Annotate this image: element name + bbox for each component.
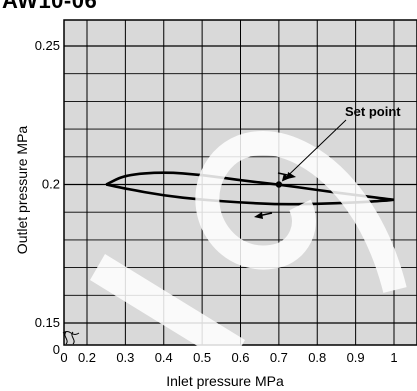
set-point-leader-line xyxy=(282,119,347,181)
y-tick-label: 0.15 xyxy=(35,315,60,330)
x-axis-label: Inlet pressure MPa xyxy=(166,373,284,389)
x-tick-label: 0 xyxy=(60,350,67,365)
direction-arrowhead-upper xyxy=(287,172,296,179)
watermark-curve xyxy=(195,131,407,293)
figure-title: AW10-06 xyxy=(2,0,98,13)
y-tick-label-zero: 0 xyxy=(53,342,60,357)
set-point-label: Set point xyxy=(345,104,401,119)
x-tick-label: 0.5 xyxy=(193,350,211,365)
y-tick-label: 0.2 xyxy=(42,177,60,192)
direction-arrowhead-lower xyxy=(254,212,263,219)
y-tick-label: 0.25 xyxy=(35,38,60,53)
x-tick-label: 0.7 xyxy=(270,350,288,365)
set-point-arrowhead xyxy=(281,173,289,182)
x-tick-label: 0.9 xyxy=(347,350,365,365)
x-tick-label: 0.4 xyxy=(155,350,173,365)
axis-break-x xyxy=(64,331,75,345)
set-point-marker xyxy=(275,181,283,188)
x-tick-label: 0.8 xyxy=(308,350,326,365)
watermark-stroke xyxy=(90,254,245,366)
axis-break-y xyxy=(62,331,80,335)
y-axis-label: Outlet pressure MPa xyxy=(14,126,30,255)
x-tick-label: 0.3 xyxy=(116,350,134,365)
x-tick-label: 0.6 xyxy=(231,350,249,365)
x-tick-label: 1 xyxy=(390,350,397,365)
x-tick-label: 0.2 xyxy=(78,350,96,365)
